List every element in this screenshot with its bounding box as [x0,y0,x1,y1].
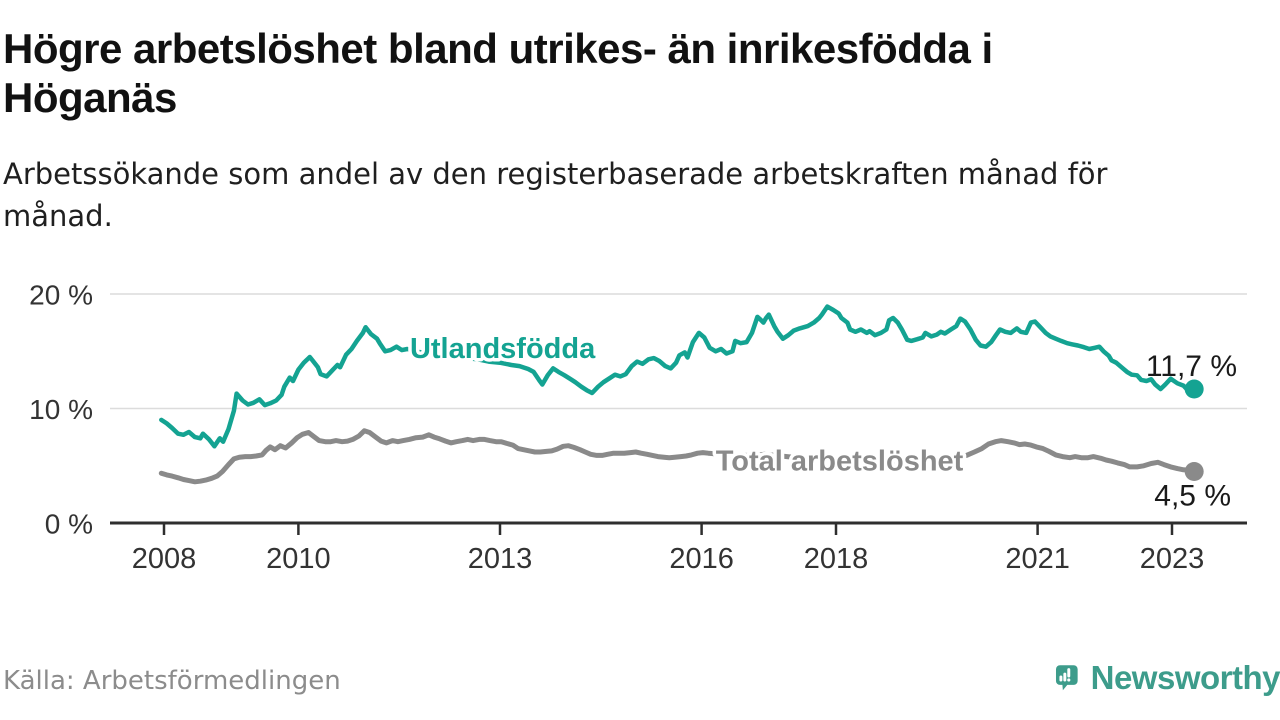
chart-subtitle-line2: månad. [3,199,113,233]
bar-2 [1063,672,1067,682]
chart-title-line2: Höganäs [3,74,177,121]
speech-bubble-shape [1055,665,1078,691]
x-tick-label: 2023 [1140,543,1205,575]
end-value-label: 11,7 % [1146,350,1237,383]
source-note: Källa: Arbetsförmedlingen [3,666,341,696]
y-tick-label: 10 % [29,394,93,425]
x-tick-label: 2021 [1005,543,1070,575]
x-tick-label: 2018 [804,543,869,575]
line-chart: 0 % 10 % 20 % 2008 2010 2013 2016 2018 2021 2023 U… [29,280,1247,575]
chart-title: Högre arbetslöshet bland utrikes- än inr… [3,24,1273,122]
bar-1 [1059,675,1063,682]
end-value-label: 4,5 % [1154,479,1231,512]
chart-subtitle-line1: Arbetssökande som andel av den registerb… [3,157,1108,191]
series-line-utlandsfodda [159,304,1197,449]
series-label: Total arbetslöshet [716,445,964,477]
series-end-dot [1184,461,1204,481]
brand-name: Newsworthy [1090,659,1280,696]
exclamation-bar [1067,668,1071,678]
x-tick-label: 2016 [669,543,734,575]
chart-subtitle: Arbetssökande som andel av den registerb… [3,153,1273,237]
series-line-total [158,428,1197,485]
y-tick-label: 0 % [45,509,93,540]
y-tick-label: 20 % [29,280,93,311]
series-label: Utlandsfödda [410,333,596,365]
x-tick-label: 2013 [468,543,533,575]
series-end-dot [1184,379,1204,399]
x-tick-label: 2008 [132,543,197,575]
newsworthy-logo: Newsworthy [1055,648,1280,708]
chart-title-line1: Högre arbetslöshet bland utrikes- än inr… [3,25,993,72]
x-tick-label: 2010 [266,543,331,575]
exclamation-dot [1067,678,1071,682]
newsworthy-logo-icon [1055,665,1078,691]
